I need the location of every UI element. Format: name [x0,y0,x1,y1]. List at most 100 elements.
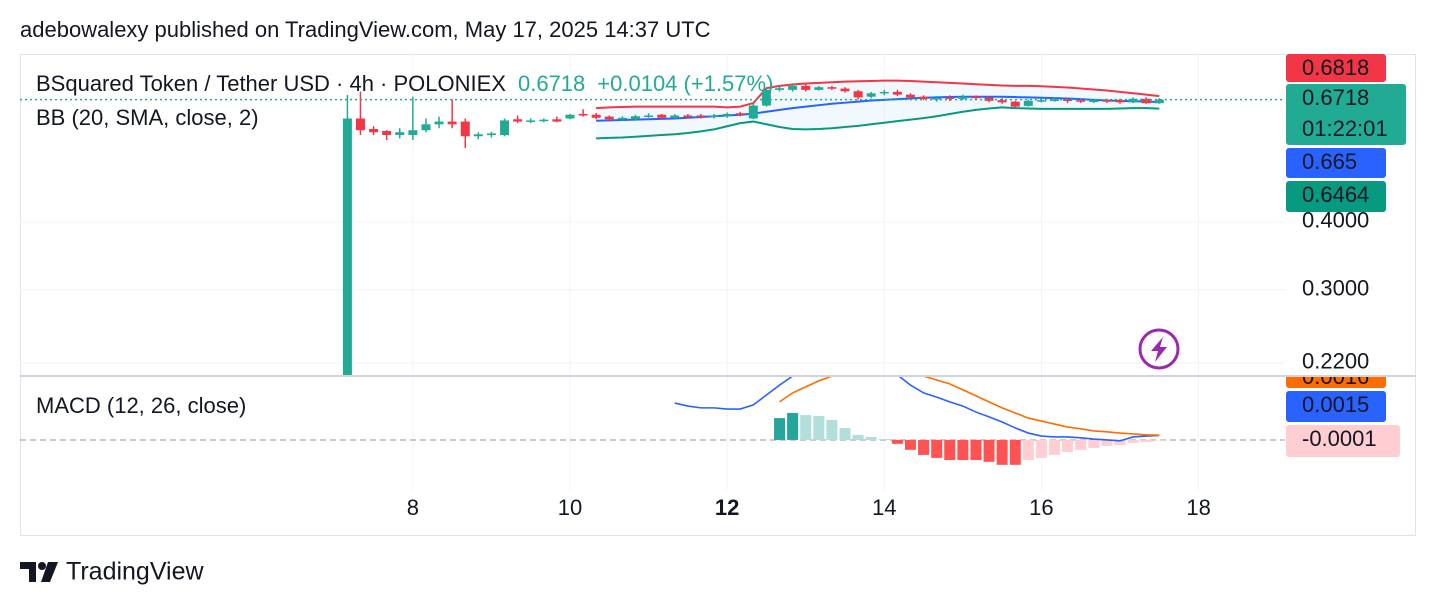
footer-brand: TradingView [66,558,205,586]
candle-body [1036,100,1046,102]
histogram-bar [1022,439,1034,461]
legend-symbol: BSquared Token / Tether USD · 4h · POLON… [36,71,773,96]
candle-body [696,115,706,117]
candle-body [604,116,614,120]
histogram-bar [931,439,943,458]
signal-tag: 0.0016 [1302,364,1369,389]
candle-body [342,118,352,375]
macd-tag-bg [1286,391,1386,422]
candle-body [591,114,601,118]
candle-body [1141,98,1151,104]
candle-body [905,94,915,98]
candle-body [1023,100,1033,106]
candle-body [1102,100,1112,102]
histogram-bar [1140,439,1152,443]
macd-tag: 0.0015 [1302,392,1369,417]
histogram-bar [774,418,786,440]
candle-body [1115,100,1125,103]
chart-frame [20,54,1416,536]
price-tags: 0.6818 0.6718 01:22:01 0.665 0.6464 [1286,54,1406,212]
price-change: +0.0104 (+1.57%) [597,71,773,96]
candle-body [709,115,719,117]
candle-body [513,119,523,122]
histogram-bar [852,434,864,440]
histogram-bar [800,415,812,440]
candle-body [722,113,732,117]
candle-body [552,119,562,122]
y-tick-label: 0.2200 [1302,349,1369,374]
publisher-header: adebowalexy published on TradingView.com… [20,17,711,42]
histogram-bar [1088,439,1100,449]
candle-body [526,120,536,122]
bb-upper-tag: 0.6818 [1302,55,1369,80]
candle-body [500,120,510,136]
alert-icon[interactable] [1138,328,1180,370]
histogram-bar [813,415,825,440]
macd-legend: MACD (12, 26, close) [36,393,246,418]
candle-body [395,132,405,136]
candle-body [421,124,431,131]
candle-body [945,97,955,99]
histogram-bar [1035,439,1047,458]
candle-body [1076,100,1086,102]
last-price-tag: 0.6718 [1302,85,1369,110]
candle-body [958,96,968,99]
bb-lower [596,106,1160,140]
y-tick-label: 0.3000 [1302,276,1369,301]
bb-basis [596,95,1160,122]
signal-line [779,377,1160,436]
x-tick-label: 16 [1029,495,1053,520]
histogram-bar [826,419,838,440]
candle-body [853,91,863,98]
bb-fill [596,80,1160,139]
signal-tag-bg [1286,377,1386,388]
candle-body [355,118,365,131]
histogram-bar [1101,439,1113,446]
candle-body [788,85,798,90]
candle-body [644,115,654,117]
candle-body [657,114,667,118]
candle-body [801,85,811,90]
candle-body [827,87,837,89]
candle-body [1154,99,1164,104]
candle-body [1128,98,1138,103]
candle-body [735,113,745,115]
histogram-bar [1062,439,1074,452]
candle-body [984,97,994,101]
histogram-bar [1114,439,1126,446]
histogram-bar [983,439,995,462]
histogram-bar [1049,439,1061,455]
histogram-bar [996,439,1008,465]
candle-body [775,88,785,90]
x-tick-label: 18 [1186,495,1210,520]
histogram-bar [891,439,903,444]
candle-body [1089,100,1099,103]
last-price-tag-bg [1286,84,1406,145]
candle-body [683,115,693,117]
candle-body [382,131,392,136]
macd-line [674,377,1160,442]
x-tick-label: 14 [872,495,896,520]
x-tick-label: 8 [407,495,419,520]
candle-body [892,91,902,95]
bb-legend: BB (20, SMA, close, 2) [36,105,259,130]
candle-body [447,121,457,125]
candle-body [434,121,444,125]
candle-body [1063,99,1073,102]
histogram-bar [970,439,982,461]
price-pane [20,79,1285,375]
candle-body [539,119,549,122]
bb-upper [596,79,1160,110]
candle-body [879,91,889,94]
candle-body [1050,99,1060,102]
candle-body [1010,101,1020,107]
candle-body [565,114,575,119]
histogram-bar [787,412,799,440]
macd-pane [20,377,1285,465]
histogram-bar [944,439,956,461]
candle-body [486,133,496,136]
candle-body [761,89,771,106]
candle-body [670,115,680,118]
candle-body [814,87,824,90]
